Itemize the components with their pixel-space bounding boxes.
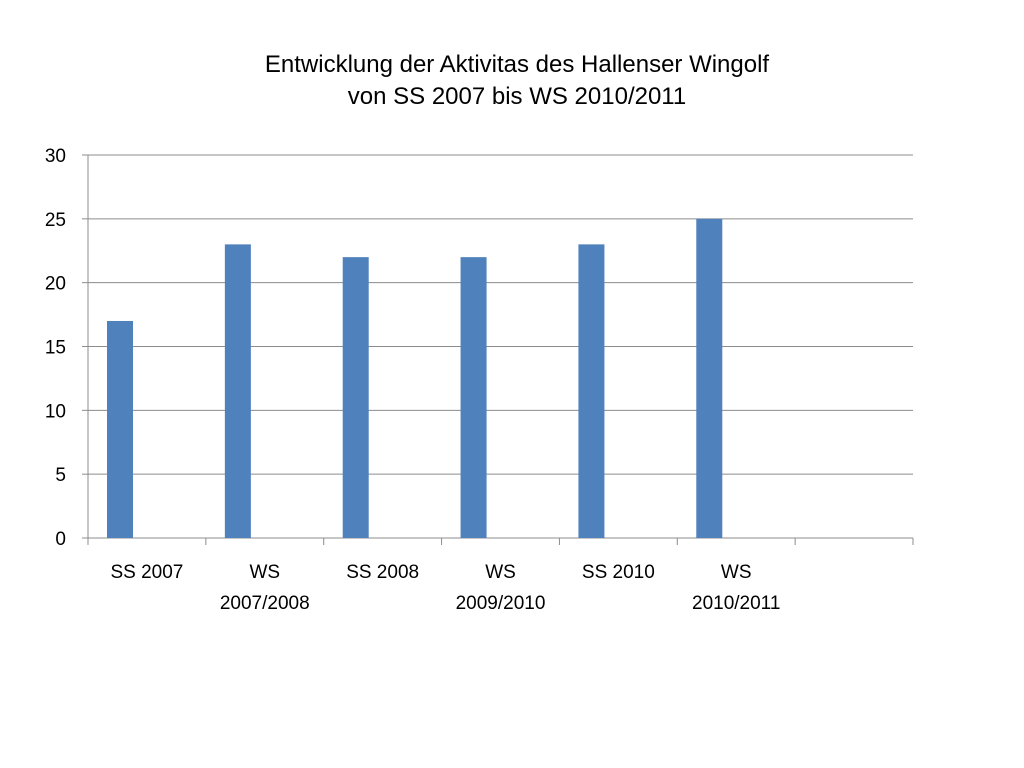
y-tick-label: 15 (45, 338, 66, 359)
x-tick-label: 2010/2011 (692, 593, 780, 614)
bar (224, 244, 251, 538)
chart-title-line-2: von SS 2007 bis WS 2010/2011 (348, 83, 686, 110)
gridlines (88, 154, 913, 475)
x-tick-label: WS (249, 562, 280, 583)
x-tick-label: WS (485, 562, 516, 583)
bar (342, 257, 369, 538)
bars (107, 218, 723, 539)
y-tick-label: 5 (55, 465, 66, 486)
bar (460, 257, 487, 538)
x-tick-label: SS 2008 (346, 562, 419, 583)
x-tick-label: 2007/2008 (220, 593, 310, 614)
y-tick-label: 25 (45, 210, 66, 231)
bar (696, 218, 723, 539)
y-tick-labels: 0 5 10 15 20 25 30 (45, 146, 66, 550)
y-tick-label: 20 (45, 274, 66, 295)
y-tick-label: 0 (55, 529, 66, 550)
chart-title-line-1: Entwicklung der Aktivitas des Hallenser … (265, 51, 770, 78)
y-tick-label: 30 (45, 146, 66, 167)
bar (578, 244, 605, 538)
x-tick-labels: SS 2007 WS 2007/2008 SS 2008 WS 2009/2010 SS 2… (110, 562, 780, 614)
x-tick-label: SS 2010 (582, 562, 655, 583)
x-tick-label: WS (721, 562, 752, 583)
x-tick-label: SS 2007 (110, 562, 183, 583)
x-tick-label: 2009/2010 (456, 593, 546, 614)
chart-title: Entwicklung der Aktivitas des Hallenser … (265, 51, 770, 110)
axes (82, 154, 914, 545)
y-tick-label: 10 (45, 401, 66, 422)
bar (107, 320, 133, 538)
